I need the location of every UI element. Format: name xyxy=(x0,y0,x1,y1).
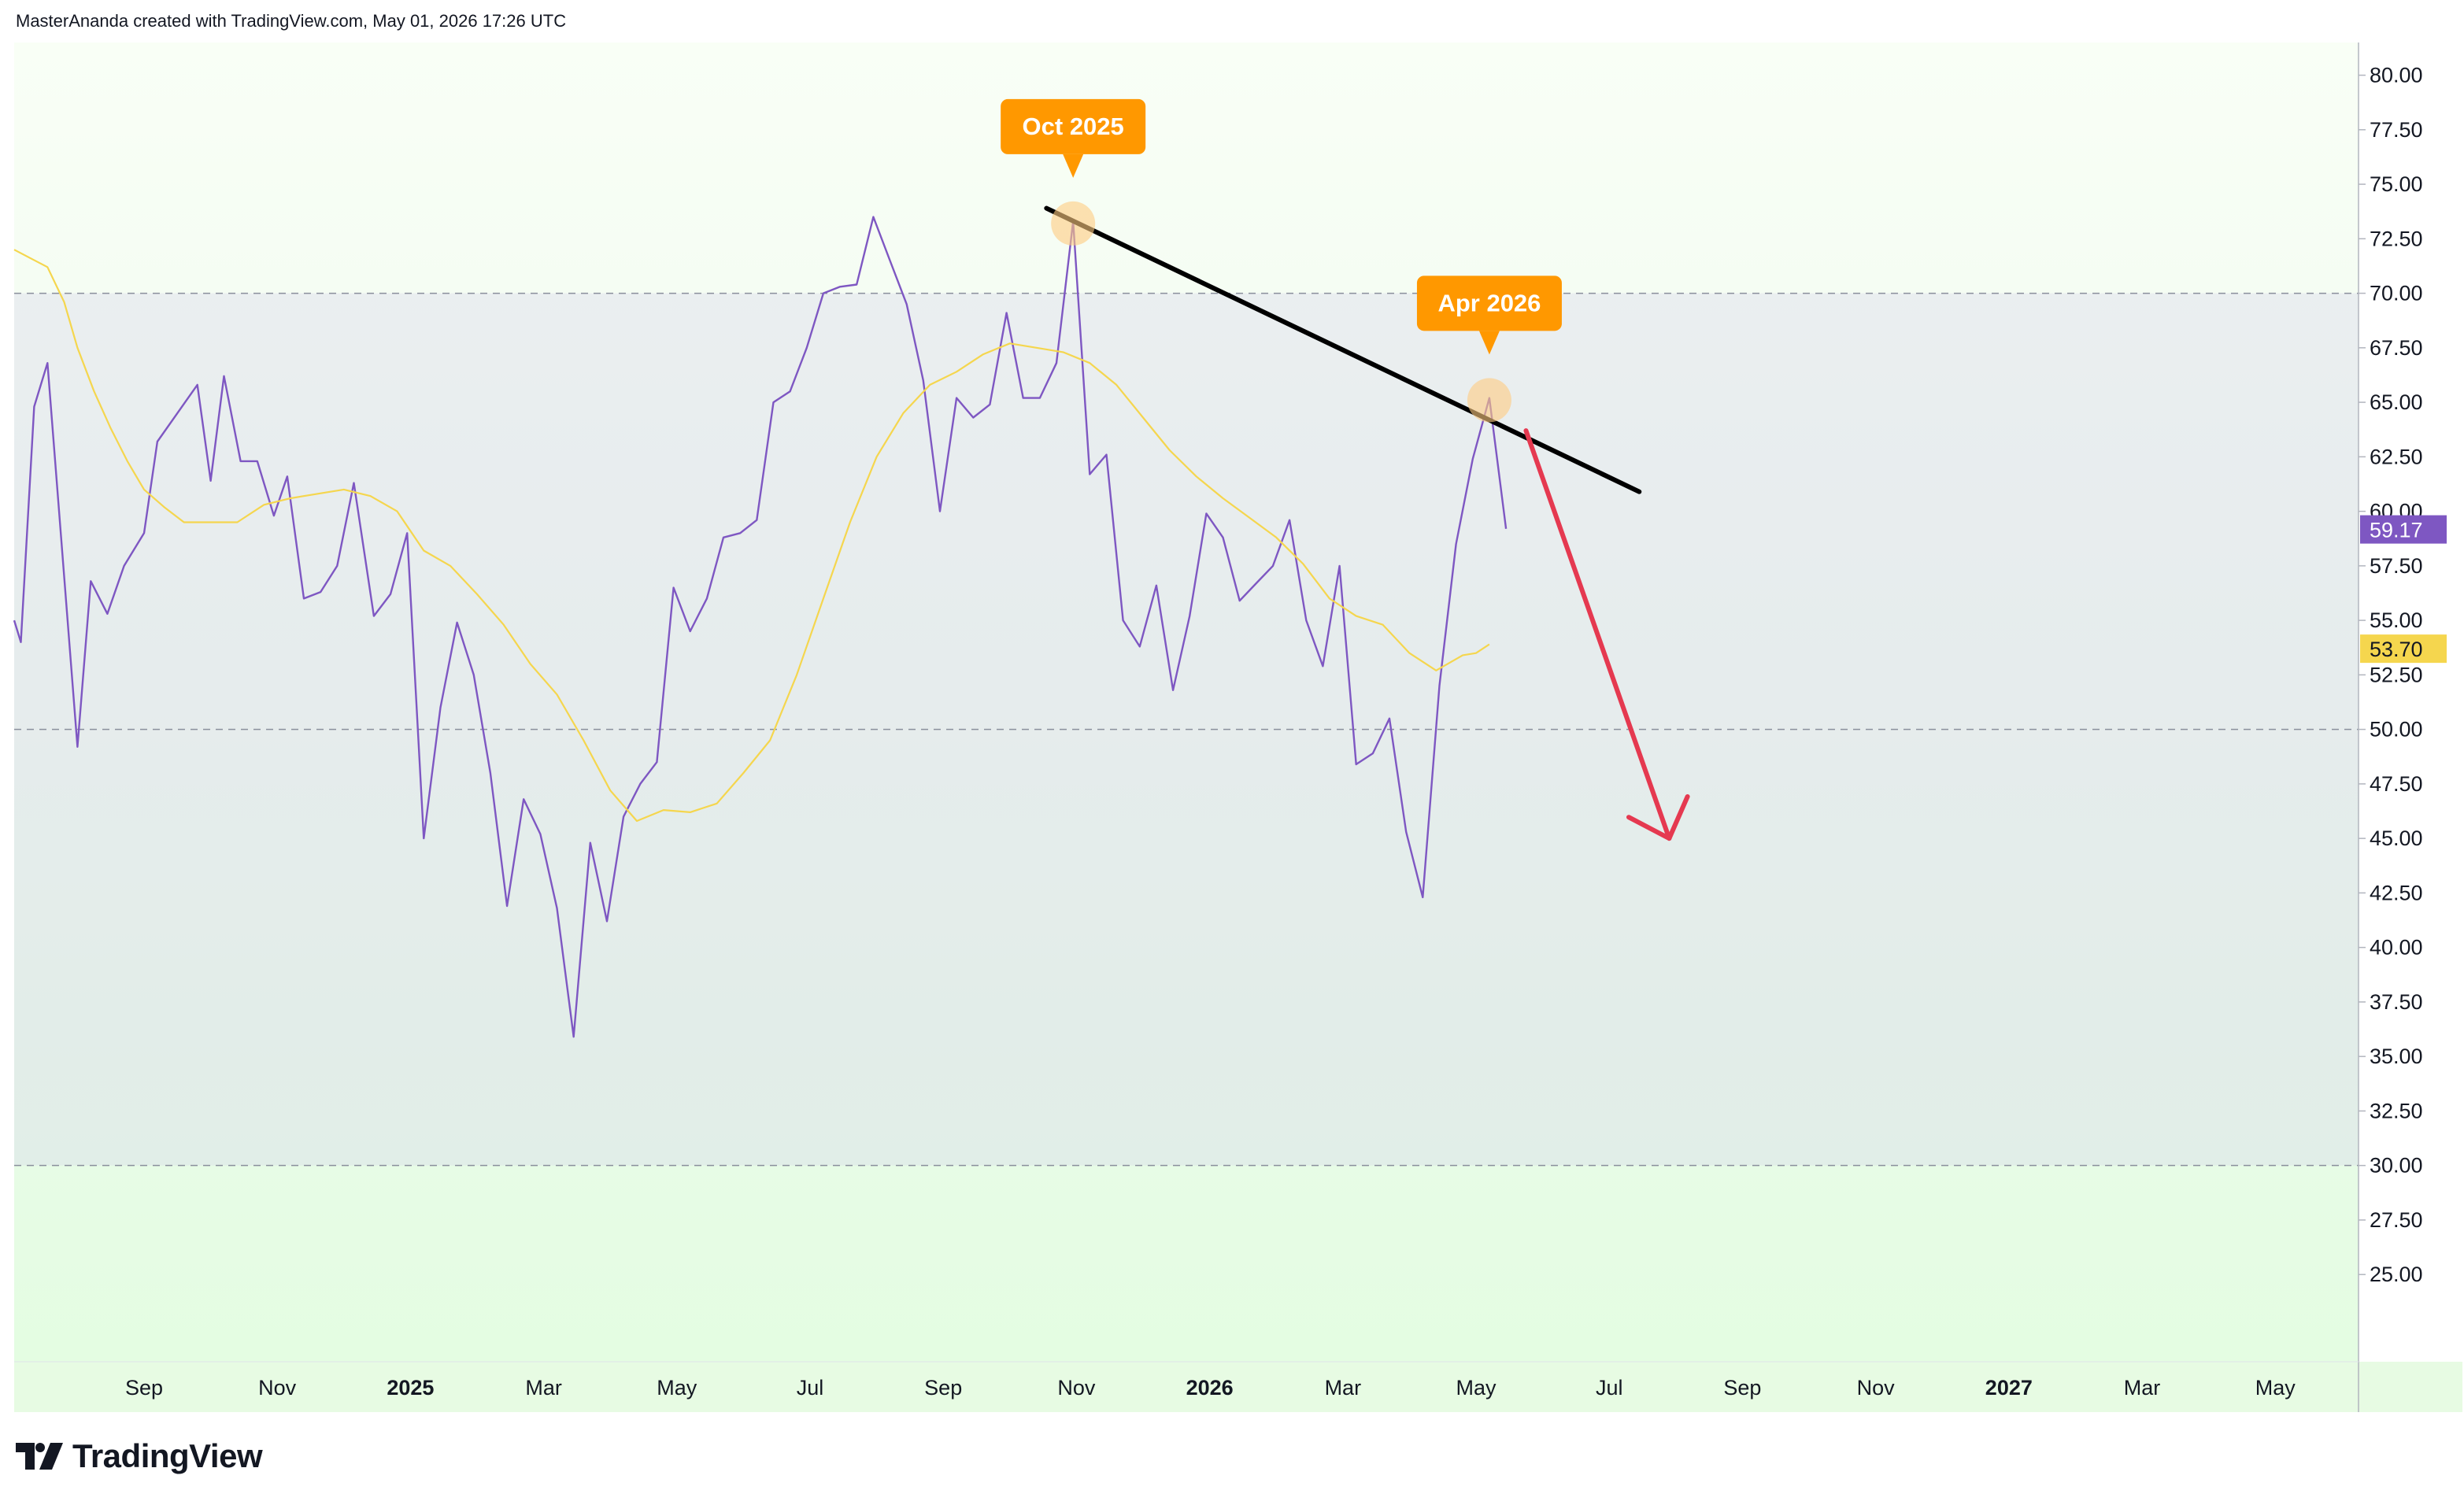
x-tick-label: Mar xyxy=(2124,1376,2161,1400)
x-tick-label: Mar xyxy=(1325,1376,1362,1400)
time-axis[interactable]: Sep Nov 2025 Mar May Jul Sep Nov 2026 Mar May Jul Se… xyxy=(125,1376,2296,1400)
y-tick-label: 30.00 xyxy=(2370,1154,2423,1178)
x-tick-label: Nov xyxy=(1057,1376,1096,1400)
y-tick-label: 70.00 xyxy=(2370,282,2423,305)
x-tick-label: May xyxy=(1456,1376,1497,1400)
callout-pointer xyxy=(1063,153,1084,178)
y-tick-label: 65.00 xyxy=(2370,390,2423,414)
callout-pointer xyxy=(1478,331,1500,355)
y-tick-label: 57.50 xyxy=(2370,554,2423,578)
x-tick-label: Mar xyxy=(525,1376,562,1400)
y-tick-label: 72.50 xyxy=(2370,227,2423,250)
x-tick-label: Sep xyxy=(125,1376,163,1400)
last-value-labels: 59.17 53.70 xyxy=(2360,515,2447,664)
trendline xyxy=(1044,205,1642,494)
x-tick-label: 2027 xyxy=(1985,1376,2033,1400)
y-tick-label: 80.00 xyxy=(2370,64,2423,87)
x-tick-label: 2026 xyxy=(1186,1376,1234,1400)
y-tick-label: 62.50 xyxy=(2370,445,2423,468)
y-tick-label: 32.50 xyxy=(2370,1099,2423,1122)
forecast-arrow xyxy=(1523,428,1672,841)
y-tick-label: 77.50 xyxy=(2370,118,2423,142)
x-tick-label: Jul xyxy=(797,1376,824,1400)
y-tick-label: 35.00 xyxy=(2370,1045,2423,1068)
callout-label: Apr 2026 xyxy=(1437,289,1541,316)
callout-box xyxy=(1416,275,1562,331)
tradingview-logo-icon xyxy=(16,1443,63,1470)
y-tick-label: 27.50 xyxy=(2370,1208,2423,1232)
y-tick-label: 50.00 xyxy=(2370,718,2423,741)
last-value-label: 53.70 xyxy=(2370,638,2423,661)
x-tick-label: May xyxy=(2255,1376,2296,1400)
brand-name: TradingView xyxy=(72,1437,263,1474)
y-tick-label: 52.50 xyxy=(2370,663,2423,686)
series-line xyxy=(13,216,1508,1038)
plot-background xyxy=(14,43,2464,1412)
x-tick-label: Nov xyxy=(258,1376,297,1400)
highlight-marker xyxy=(1467,378,1511,423)
callout-label: Oct 2025 xyxy=(1023,113,1124,140)
y-tick-label: 47.50 xyxy=(2370,772,2423,796)
highlight-marker xyxy=(1051,201,1096,246)
last-value-badge xyxy=(2360,515,2447,544)
tradingview-brand[interactable]: TradingView xyxy=(16,1437,263,1475)
y-tick-label: 45.00 xyxy=(2370,826,2423,850)
series-layer xyxy=(13,216,1508,1038)
last-value-badge xyxy=(2360,634,2447,664)
y-tick-label: 25.00 xyxy=(2370,1263,2423,1286)
annotation-layer: Oct 2025 Apr 2026 xyxy=(1001,98,1690,841)
x-tick-label: Sep xyxy=(1723,1376,1761,1400)
x-tick-label: Jul xyxy=(1596,1376,1623,1400)
x-tick-label: Sep xyxy=(924,1376,962,1400)
time-axis-background xyxy=(14,1362,2462,1412)
series-line xyxy=(13,249,1490,823)
x-tick-label: 2025 xyxy=(387,1376,434,1400)
y-tick-label: 75.00 xyxy=(2370,172,2423,196)
price-axis[interactable]: 80.00 77.50 75.00 72.50 70.00 67.50 65.00 62.50… xyxy=(2359,64,2423,1287)
y-tick-label: 40.00 xyxy=(2370,936,2423,960)
arrow-head xyxy=(1626,794,1690,841)
chart-attribution: MasterAnanda created with TradingView.co… xyxy=(16,11,567,31)
price-axis-background xyxy=(2359,43,2464,1362)
last-value-label: 59.17 xyxy=(2370,519,2423,542)
y-tick-label: 67.50 xyxy=(2370,336,2423,360)
callout-box xyxy=(1001,98,1146,154)
x-tick-label: Nov xyxy=(1857,1376,1896,1400)
level-lines xyxy=(14,292,2359,1167)
y-tick-label: 42.50 xyxy=(2370,881,2423,904)
y-tick-label: 37.50 xyxy=(2370,990,2423,1014)
plot-area xyxy=(14,43,2359,1362)
y-tick-label: 55.00 xyxy=(2370,608,2423,632)
x-tick-label: May xyxy=(657,1376,697,1400)
